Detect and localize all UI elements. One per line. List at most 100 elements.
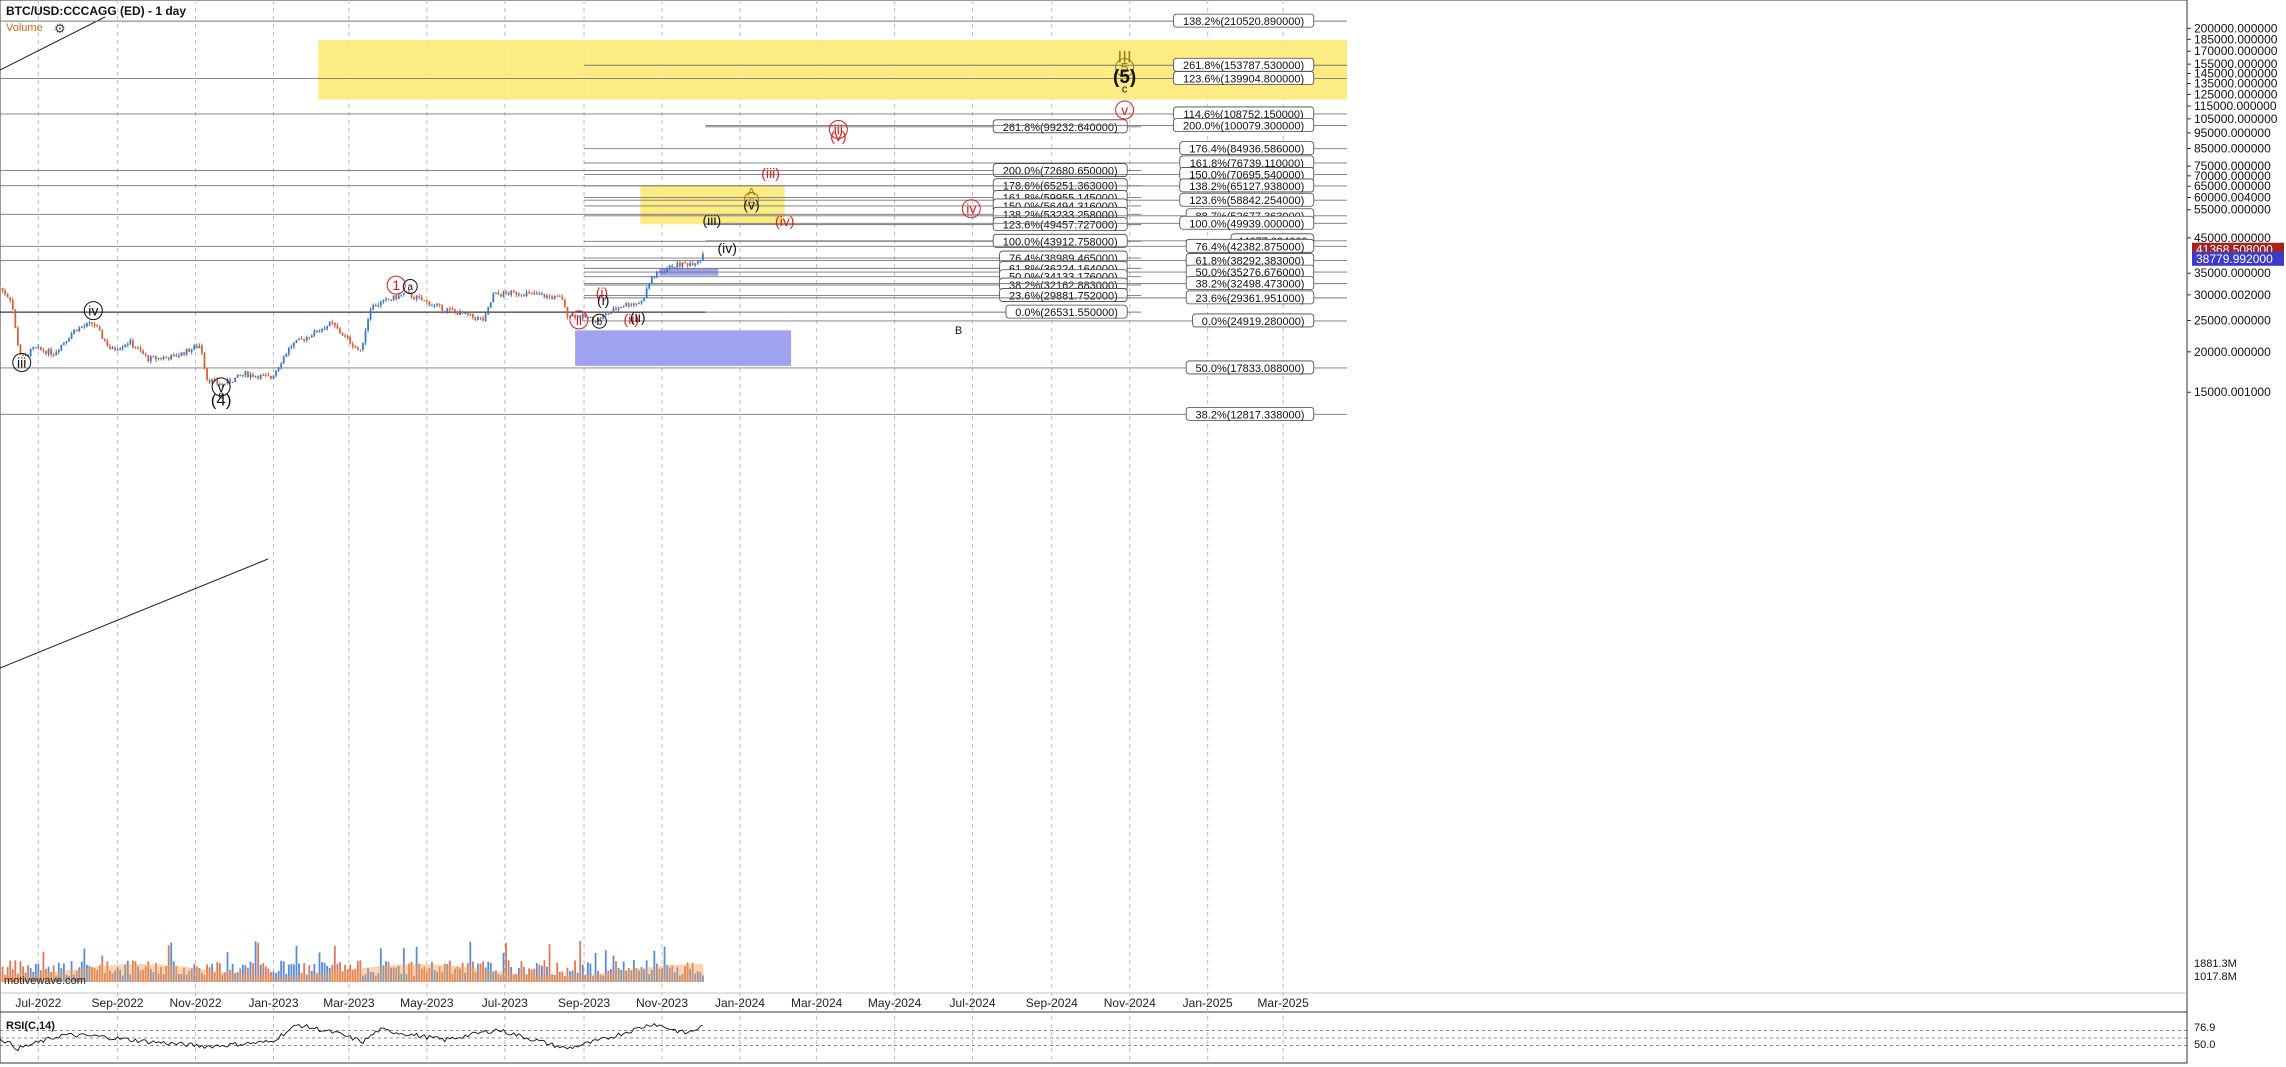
volume-bar xyxy=(686,962,689,982)
candle-body xyxy=(68,338,70,341)
y-tick-label: 30000.002000 xyxy=(2194,288,2271,302)
candle-body xyxy=(474,317,477,320)
candle-body xyxy=(500,294,502,297)
volume-bar xyxy=(661,968,663,982)
volume-bar xyxy=(264,966,267,982)
candle-body xyxy=(295,340,298,343)
fib-label: 150.0%(70695.540000) xyxy=(1189,169,1304,181)
candle-body xyxy=(144,354,147,356)
candle-body xyxy=(653,276,656,278)
volume-bar xyxy=(167,945,170,982)
fib-label: 50.0%(17833.088000) xyxy=(1196,363,1305,375)
volume-bar xyxy=(671,965,674,982)
volume-bar xyxy=(287,964,290,982)
candle-body xyxy=(553,295,556,299)
volume-bar xyxy=(359,960,362,982)
candle-body xyxy=(597,318,600,322)
volume-bar xyxy=(372,972,375,982)
volume-bar xyxy=(694,973,697,982)
candle-body xyxy=(252,374,254,377)
candle-body xyxy=(563,299,566,307)
volume-bar xyxy=(630,970,633,982)
volume-tick-label: 1017.8M xyxy=(2194,971,2237,983)
candle-body xyxy=(70,333,73,339)
volume-bar xyxy=(336,963,339,982)
candle-body xyxy=(494,292,497,294)
trendline-upper-left xyxy=(0,16,106,71)
candle-body xyxy=(615,308,617,310)
wave-label: (iv) xyxy=(775,213,794,229)
x-tick-label: Sep-2024 xyxy=(1026,996,1078,1010)
candle-body xyxy=(239,374,242,376)
candle-body xyxy=(180,352,183,356)
wave-label: v xyxy=(1121,102,1128,118)
candle-body xyxy=(116,349,119,351)
volume-bar xyxy=(609,969,612,982)
volume-bar xyxy=(362,975,364,982)
fib-label-box xyxy=(1185,406,1315,421)
x-tick-label: Jul-2023 xyxy=(482,996,528,1010)
volume-bar xyxy=(374,975,377,982)
fib-label-box xyxy=(1179,178,1315,193)
wave-label-circle xyxy=(743,191,759,207)
trendline-lower-left xyxy=(0,558,269,669)
candle-body xyxy=(267,375,270,377)
volume-bar xyxy=(431,961,433,982)
x-tick-label: Nov-2024 xyxy=(1104,996,1156,1010)
wave-label: c xyxy=(218,389,224,401)
volume-bar xyxy=(474,971,477,982)
volume-bar xyxy=(607,970,610,982)
volume-bar xyxy=(328,967,331,982)
volume-bar xyxy=(106,961,109,982)
volume-bar xyxy=(574,960,576,982)
volume-bar xyxy=(604,950,607,982)
candle-body xyxy=(666,269,669,273)
volume-bar xyxy=(640,967,643,982)
candle-body xyxy=(9,297,12,301)
volume-bar xyxy=(553,974,556,982)
volume-bar xyxy=(190,968,193,982)
wave-label: III xyxy=(1118,47,1132,66)
volume-bar xyxy=(405,974,408,982)
volume-bar xyxy=(308,965,311,982)
candle-body xyxy=(316,330,318,333)
volume-bar xyxy=(313,963,316,982)
volume-bar xyxy=(96,970,99,982)
candle-body xyxy=(157,357,160,360)
gear-icon[interactable]: ⚙ xyxy=(54,21,66,36)
candle-body xyxy=(556,295,559,297)
volume-bar xyxy=(349,964,352,982)
volume-bar xyxy=(236,972,239,982)
candle-body xyxy=(24,354,27,356)
volume-bar xyxy=(183,967,185,982)
candle-body xyxy=(517,294,520,296)
volume-bar xyxy=(39,970,42,982)
wave-label-circle xyxy=(569,310,589,330)
fib-label-box xyxy=(1005,304,1128,319)
candle-body xyxy=(259,374,262,379)
candle-body xyxy=(257,376,260,379)
trendlines xyxy=(0,16,269,669)
wave-label: (iii) xyxy=(703,212,722,228)
volume-bar xyxy=(673,972,676,982)
candle-body xyxy=(699,260,702,262)
fib-label: 114.6%(108752.150000) xyxy=(1183,109,1303,121)
volume-bar xyxy=(211,963,214,982)
volume-bar xyxy=(285,974,288,982)
candle-body xyxy=(328,321,331,326)
volume-bar xyxy=(88,965,91,982)
candle-body xyxy=(47,349,50,355)
candle-body xyxy=(584,314,587,318)
candle-body xyxy=(436,304,438,306)
volume-bar xyxy=(617,967,620,982)
y-tick-label: 95000.000000 xyxy=(2194,126,2271,140)
volume-bar xyxy=(382,965,385,982)
candle-body xyxy=(331,321,334,323)
y-tick-label: 115000.000000 xyxy=(2194,99,2277,113)
volume-bar xyxy=(272,971,275,982)
candle-body xyxy=(183,352,185,355)
volume-bar xyxy=(579,941,582,982)
candle-body xyxy=(114,347,116,350)
wave-label-circle xyxy=(591,313,607,329)
